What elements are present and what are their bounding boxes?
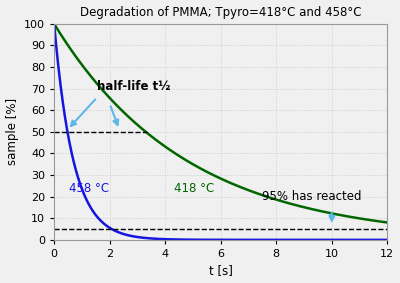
Text: 95% has reacted: 95% has reacted [262,190,362,203]
Text: 418 °C: 418 °C [174,182,214,195]
Text: half-life t½: half-life t½ [97,80,171,93]
Title: Degradation of PMMA; Tpyro=418°C and 458°C: Degradation of PMMA; Tpyro=418°C and 458… [80,6,362,19]
Y-axis label: sample [%]: sample [%] [6,98,18,166]
Text: 458 °C: 458 °C [70,182,110,195]
X-axis label: t [s]: t [s] [209,264,233,277]
